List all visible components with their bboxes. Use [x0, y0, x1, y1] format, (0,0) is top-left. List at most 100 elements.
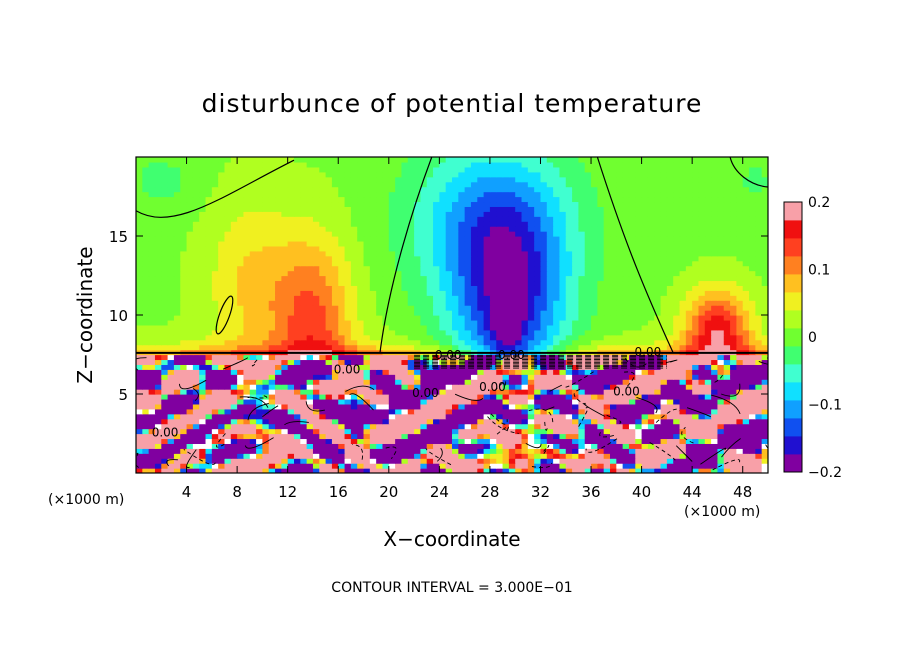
contour-line [284, 421, 309, 426]
contour-line [603, 413, 622, 424]
colorbar-swatch [784, 310, 802, 329]
contour-line [573, 388, 587, 406]
x-tick-label: 8 [232, 483, 242, 501]
x-tick-label: 12 [278, 483, 297, 501]
colorbar-frame [783, 201, 803, 473]
contour-label: 0.00 [435, 348, 462, 362]
contour-line [262, 405, 279, 418]
contour-label: 0.00 [412, 386, 439, 400]
contour-line [495, 426, 509, 436]
colorbar-tick-label: −0.1 [808, 398, 842, 414]
y-tick-label: 10 [109, 307, 128, 325]
contour-line [136, 452, 139, 460]
x-tick-label: 24 [430, 483, 449, 501]
contour-line [599, 432, 615, 438]
colorbar-swatch [784, 220, 802, 239]
contour-line [183, 449, 216, 465]
colorbar-swatch [784, 418, 802, 437]
contour-label: 0.00 [613, 385, 640, 399]
contour-line [166, 459, 178, 467]
x-axis-label: X−coordinate [383, 527, 520, 551]
y-axis-label: Z−coordinate [73, 246, 97, 383]
contour-layer [136, 157, 768, 471]
contour-line [216, 433, 226, 448]
contour-line [345, 385, 375, 392]
contour-line [525, 443, 542, 449]
contour-line [765, 444, 768, 450]
x-axis: 4 8 12 16 20 24 28 32 36 40 44 48 [182, 157, 752, 501]
contour-line [179, 379, 207, 390]
colorbar-swatch [784, 238, 802, 257]
chart-title: disturbunce of potential temperature [202, 89, 703, 118]
contour-line [649, 442, 676, 461]
contour-line [454, 393, 484, 401]
contour-line [490, 413, 508, 425]
contour-line [758, 357, 768, 365]
colorbar-swatch [784, 436, 802, 455]
contour-line [636, 396, 658, 414]
y-axis: 5 10 15 [109, 228, 768, 404]
contour-label: 0.00 [479, 380, 506, 394]
contour-line [494, 381, 507, 392]
contour-line [379, 157, 433, 353]
y-tick-label: 15 [109, 228, 128, 246]
colorbar-swatch [784, 346, 802, 365]
colorbar-swatch [784, 328, 802, 347]
colorbar-swatch [784, 400, 802, 419]
contour-line [585, 438, 618, 453]
contour-line [136, 357, 147, 371]
contour-label: 0.00 [635, 345, 662, 359]
contour-line [712, 459, 741, 471]
contour-line [666, 359, 678, 364]
contour-line [239, 396, 269, 408]
contour-line [714, 373, 724, 383]
contour-line [543, 445, 550, 454]
colorbar: 0.2 0.1 0 −0.1 −0.2 [783, 195, 842, 481]
colorbar-tick-label: 0.1 [808, 263, 830, 279]
field-layer [136, 157, 768, 473]
contour-line [215, 295, 234, 335]
x-tick-label: 28 [480, 483, 499, 501]
contour-line [583, 402, 606, 417]
contour-line [623, 371, 635, 387]
x-unit-left: (×1000 m) [48, 492, 124, 508]
colorbar-tick-label: −0.2 [808, 465, 842, 481]
plot-area [136, 157, 768, 473]
contour-line [721, 383, 741, 397]
contour-line [244, 437, 274, 449]
contour-line [352, 444, 364, 460]
colorbar-tick-label: 0 [808, 330, 817, 346]
contour-line [676, 445, 693, 462]
colorbar-swatch [784, 364, 802, 383]
colorbar-swatch [784, 202, 802, 221]
contour-line [385, 446, 397, 459]
contour-line [136, 464, 139, 468]
contour-label-layer: 0.00 0.00 0.00 0.00 0.00 0.00 0.00 0.00 [152, 345, 662, 440]
colorbar-swatch [784, 274, 802, 293]
colorbar-tick-label: 0.2 [808, 195, 830, 211]
contour-line [305, 401, 325, 412]
contour-line [222, 357, 248, 370]
x-tick-label: 16 [329, 483, 348, 501]
contour-label: 0.00 [498, 348, 525, 362]
contour-line [544, 421, 549, 431]
contour-line [192, 388, 199, 401]
x-tick-label: 4 [182, 483, 192, 501]
colorbar-swatch [784, 382, 802, 401]
x-tick-label: 20 [379, 483, 398, 501]
contour-line [710, 394, 741, 415]
contour-line [729, 157, 768, 188]
contour-line [721, 438, 741, 458]
contour-line [425, 447, 452, 466]
contour-line [349, 393, 374, 411]
contour-line [251, 357, 260, 367]
contour-line [544, 406, 555, 411]
colorbar-swatch [784, 292, 802, 311]
contour-line [549, 384, 563, 392]
contour-line [436, 447, 443, 462]
x-tick-label: 40 [632, 483, 651, 501]
y-tick-label: 5 [118, 386, 128, 404]
contour-line [247, 403, 269, 421]
colorbar-swatch [784, 256, 802, 275]
